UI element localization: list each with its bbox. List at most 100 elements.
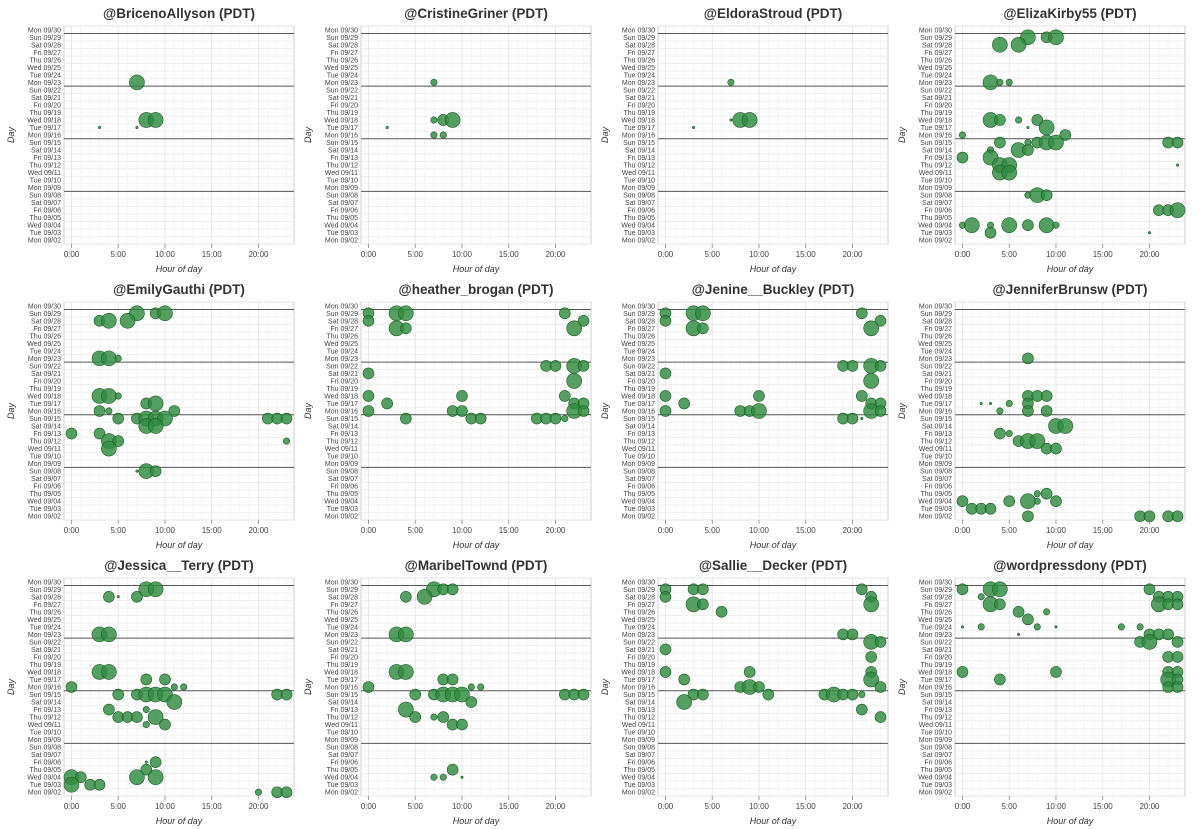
y-tick-label: Wed 09/04 [918, 499, 952, 506]
data-point [659, 314, 672, 327]
y-tick-label: Sat 09/07 [625, 200, 655, 207]
data-point [142, 721, 150, 729]
x-axis-label: Hour of day [750, 816, 797, 826]
x-tick-label: 15:00 [202, 526, 223, 535]
y-tick-label: Mon 09/16 [28, 133, 61, 140]
y-tick-label: Tue 09/24 [30, 624, 61, 631]
y-tick-label: Sat 09/07 [922, 752, 952, 759]
y-tick-label: Sun 09/08 [623, 469, 655, 476]
x-tick-label: 5:00 [110, 526, 126, 535]
plot-area [360, 301, 592, 521]
y-tick-label: Wed 09/25 [27, 617, 61, 624]
y-tick-label: Sun 09/15 [29, 416, 61, 423]
y-tick-label: Sun 09/29 [326, 587, 358, 594]
data-point [1001, 217, 1018, 234]
y-tick-label: Sat 09/21 [328, 647, 358, 654]
y-tick-label: Fri 09/06 [627, 208, 655, 215]
data-point [101, 350, 117, 367]
data-point [409, 711, 422, 723]
x-tick-label: 20:00 [545, 802, 566, 811]
data-point [398, 664, 414, 680]
data-point [362, 367, 375, 380]
y-tick-label: Wed 09/25 [621, 341, 655, 348]
data-point [678, 397, 690, 410]
y-tick-label: Mon 09/30 [919, 579, 952, 586]
data-point [465, 696, 478, 708]
data-point [960, 625, 964, 629]
y-tick-label: Sun 09/29 [920, 587, 952, 594]
data-point [1026, 125, 1030, 129]
y-tick-label: Sat 09/28 [31, 594, 61, 601]
data-point [659, 405, 672, 417]
y-tick-label: Sat 09/28 [625, 318, 655, 325]
data-point [697, 583, 709, 596]
y-tick-label: Wed 09/04 [621, 775, 655, 782]
y-tick-label: Mon 09/30 [622, 579, 655, 586]
x-tick-label: 5:00 [704, 802, 720, 811]
y-tick-label: Fri 09/13 [627, 431, 655, 438]
y-tick-label: Fri 09/27 [627, 50, 655, 57]
y-tick-label: Thu 09/19 [623, 386, 655, 393]
data-point [846, 628, 859, 641]
data-point [63, 776, 80, 793]
x-tick-label: 5:00 [704, 526, 720, 535]
data-point [751, 403, 767, 419]
x-tick-label: 10:00 [1046, 802, 1067, 811]
data-point [566, 320, 582, 337]
data-point [362, 314, 375, 327]
y-tick-label: Sun 09/22 [920, 639, 952, 646]
y-tick-label: Sun 09/08 [920, 193, 952, 200]
y-tick-label: Tue 09/03 [624, 506, 655, 513]
data-point [874, 405, 887, 417]
y-tick-label: Sat 09/14 [625, 700, 655, 707]
data-point [1012, 606, 1025, 618]
y-tick-label: Wed 09/18 [27, 117, 61, 124]
y-tick-label: Fri 09/27 [330, 50, 358, 57]
y-tick-label: Sun 09/08 [326, 745, 358, 752]
x-tick-label: 15:00 [499, 526, 520, 535]
y-tick-label: Thu 09/19 [326, 110, 358, 117]
y-tick-label: Mon 09/23 [919, 80, 952, 87]
data-point [116, 595, 120, 599]
data-point [1022, 144, 1034, 156]
y-tick-label: Mon 09/09 [919, 185, 952, 192]
y-tick-label: Thu 09/05 [326, 767, 358, 774]
data-point [1050, 495, 1062, 508]
y-tick-label: Sun 09/08 [326, 469, 358, 476]
data-point [977, 623, 985, 631]
chart-title: @EmilyGauthi (PDT) [113, 282, 245, 297]
y-axis-label: Day [6, 403, 16, 420]
data-point [1003, 495, 1016, 508]
y-tick-label: Wed 09/18 [621, 669, 655, 676]
data-point [1143, 583, 1156, 596]
y-tick-label: Sun 09/29 [326, 311, 358, 318]
y-tick-label: Sun 09/08 [623, 745, 655, 752]
data-point [65, 427, 78, 440]
x-axis-label: Hour of day [1047, 540, 1094, 550]
data-point [1136, 623, 1144, 631]
x-tick-label: 10:00 [749, 802, 770, 811]
y-tick-label: Mon 09/16 [919, 409, 952, 416]
x-tick-label: 15:00 [1093, 250, 1114, 259]
y-tick-label: Wed 09/04 [27, 223, 61, 230]
y-tick-label: Thu 09/19 [623, 110, 655, 117]
data-point [1171, 510, 1184, 523]
data-point [994, 136, 1006, 149]
data-point [856, 390, 868, 402]
data-point [874, 711, 887, 723]
y-tick-label: Fri 09/13 [924, 707, 952, 714]
y-tick-label: Thu 09/19 [29, 662, 61, 669]
y-tick-label: Tue 09/17 [30, 677, 61, 684]
data-point [398, 626, 414, 643]
y-tick-label: Mon 09/02 [28, 514, 61, 521]
y-tick-label: Thu 09/26 [920, 57, 952, 64]
data-point [119, 312, 136, 329]
y-tick-label: Fri 09/13 [924, 155, 952, 162]
data-point [135, 125, 139, 129]
data-point [157, 305, 173, 322]
x-tick-label: 15:00 [796, 526, 817, 535]
data-point [131, 590, 143, 603]
y-tick-label: Sun 09/08 [326, 193, 358, 200]
